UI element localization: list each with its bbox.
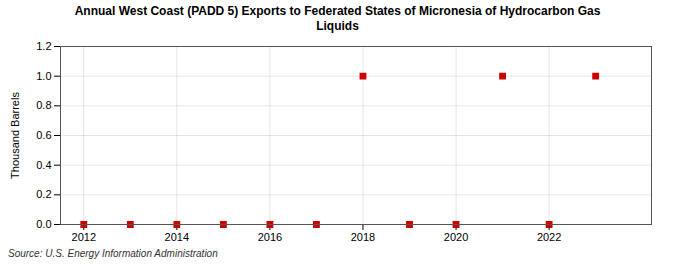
svg-text:0.6: 0.6 — [36, 129, 51, 141]
svg-text:0.2: 0.2 — [36, 188, 51, 200]
svg-text:1.0: 1.0 — [36, 70, 51, 82]
svg-text:0.4: 0.4 — [36, 159, 51, 171]
svg-text:2022: 2022 — [537, 231, 561, 243]
html-text:Annual West Coast (PADD 5) Exp: Annual West Coast (PADD 5) Exports to Fe… — [74, 4, 601, 33]
svg-text:0.0: 0.0 — [36, 218, 51, 230]
svg-text:2014: 2014 — [165, 231, 189, 243]
svg-text:0.8: 0.8 — [36, 99, 51, 111]
svg-text:2012: 2012 — [72, 231, 96, 243]
svg-text:2020: 2020 — [444, 231, 468, 243]
svg-text:1.2: 1.2 — [36, 40, 51, 52]
svg-text:Thousand Barrels: Thousand Barrels — [9, 92, 21, 179]
svg-text:2018: 2018 — [351, 231, 375, 243]
svg-text:2016: 2016 — [258, 231, 282, 243]
html-text:Source: U.S. Energy Informatio: Source: U.S. Energy Information Administ… — [8, 248, 218, 259]
